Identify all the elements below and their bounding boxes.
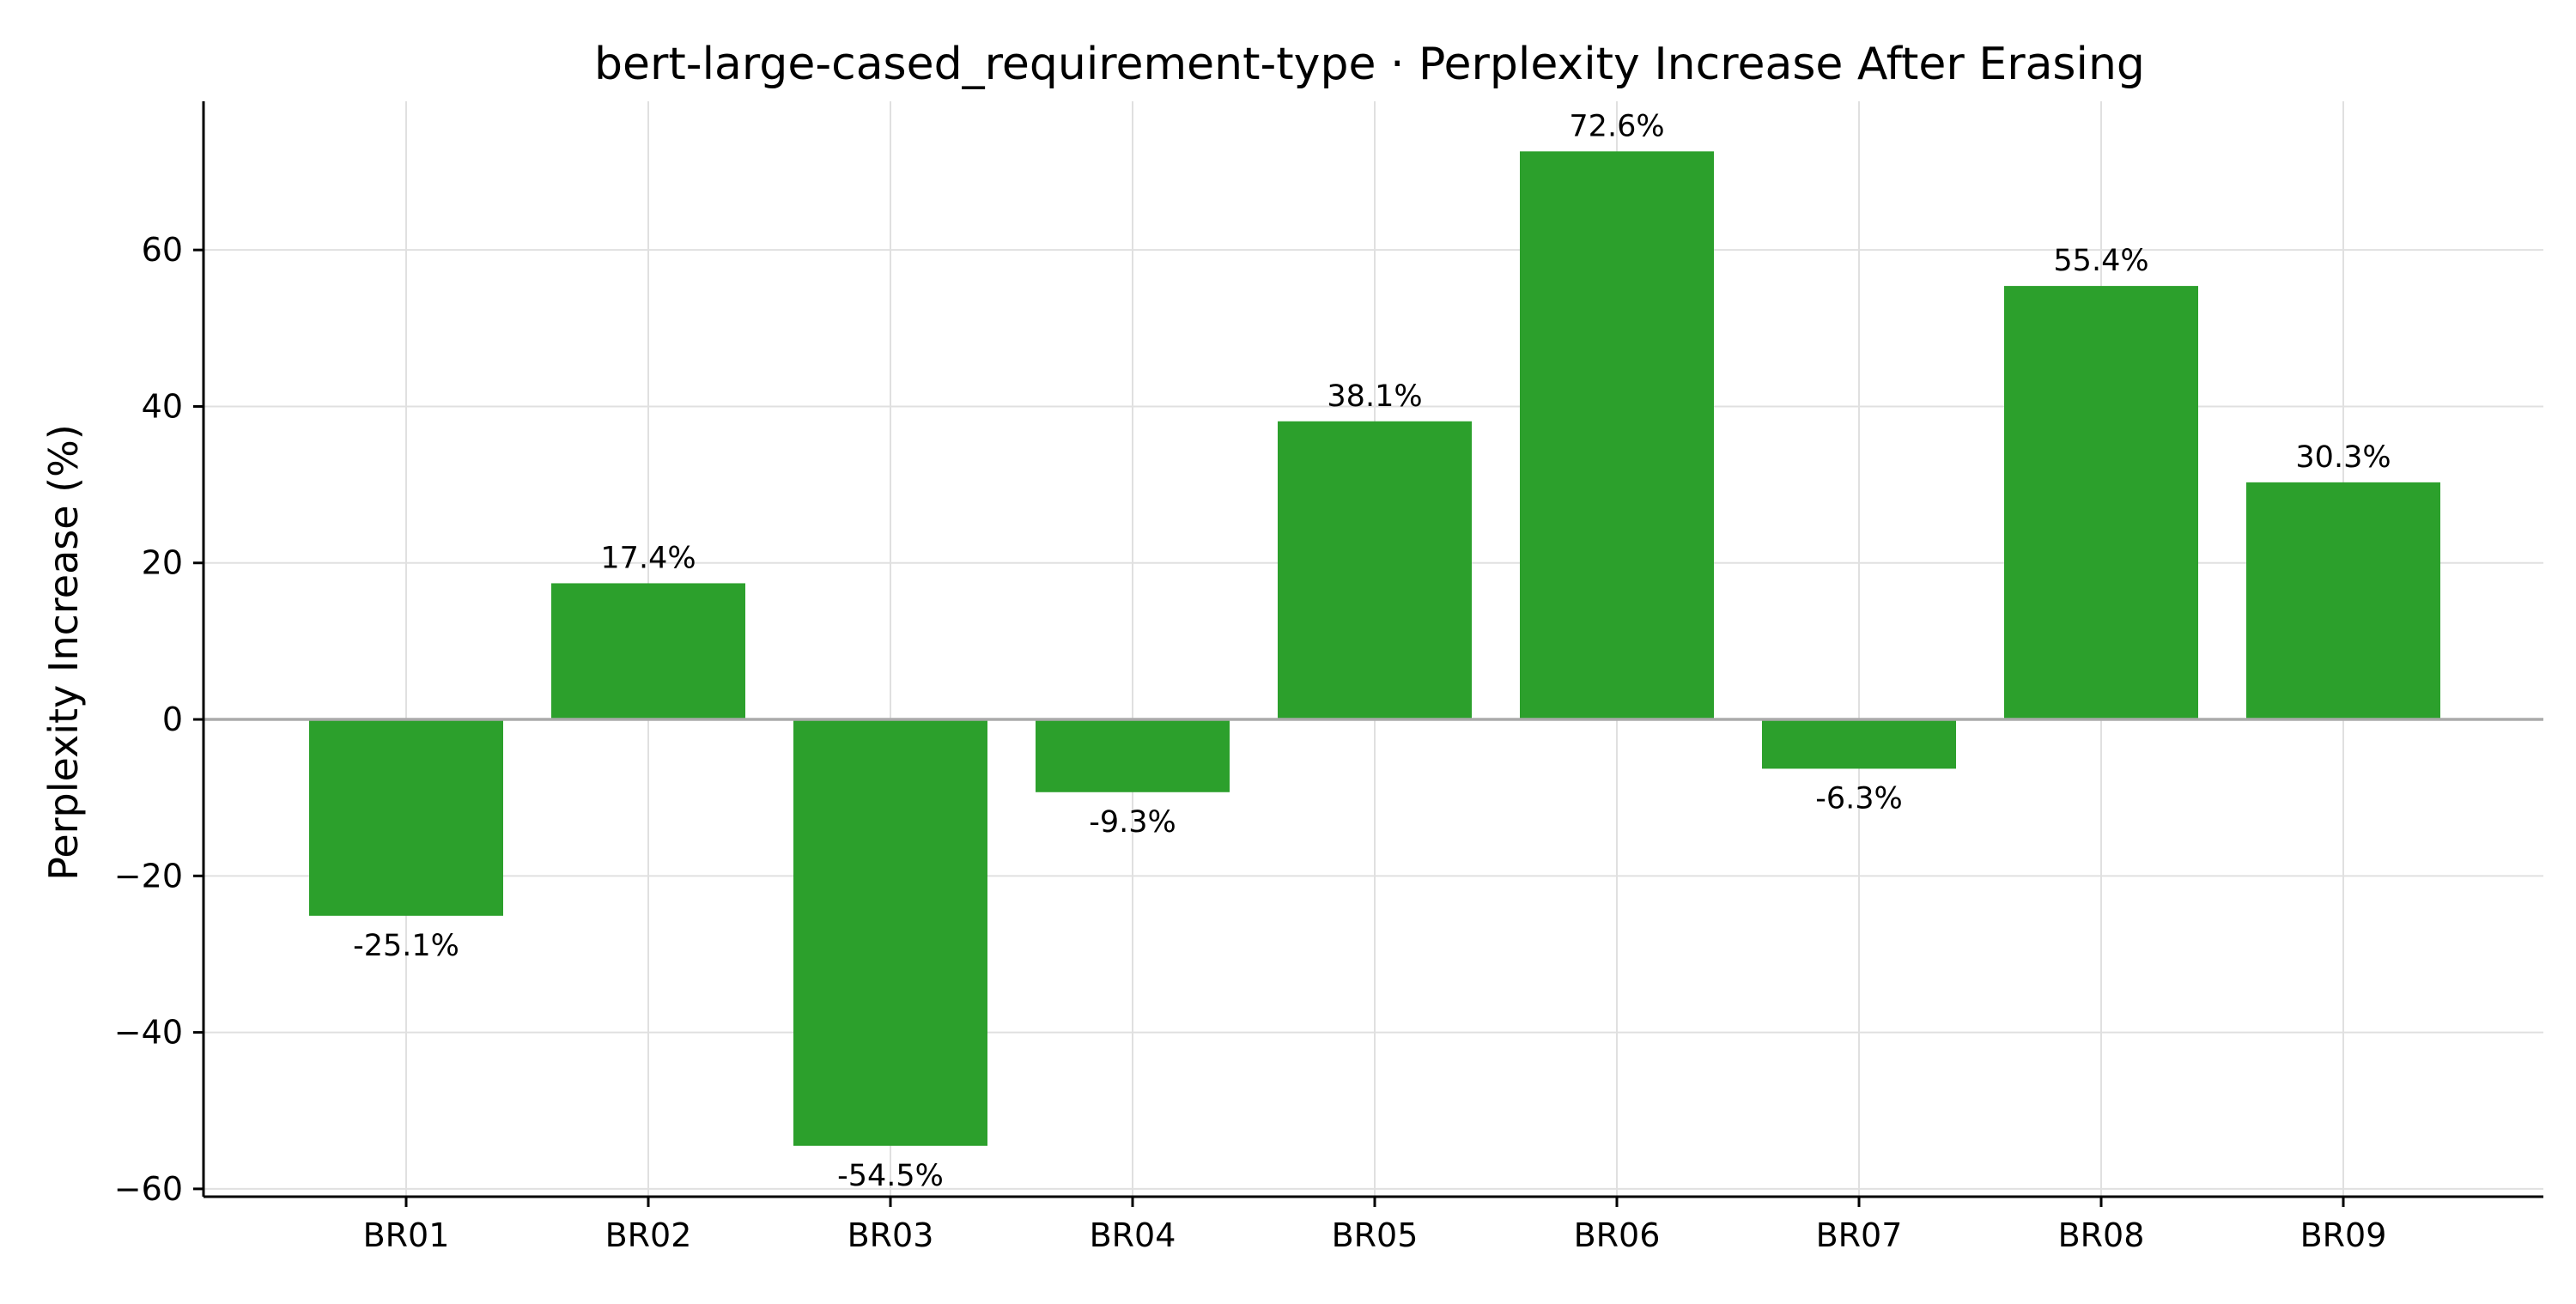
axes-layer [193, 101, 2543, 1207]
bar-value-label: -25.1% [353, 929, 459, 963]
bar-value-label: 30.3% [2295, 440, 2391, 475]
y-tick-label: 60 [142, 231, 183, 269]
x-tick-label: BR01 [363, 1216, 450, 1254]
y-axis-label: Perplexity Increase (%) [40, 424, 87, 881]
bar [1762, 719, 1956, 769]
bar [1520, 151, 1714, 720]
x-tick-label: BR05 [1332, 1216, 1419, 1254]
x-tick-label: BR09 [2300, 1216, 2387, 1254]
bar [2246, 482, 2440, 720]
bar-value-label: -54.5% [837, 1159, 944, 1193]
x-tick-label: BR03 [848, 1216, 934, 1254]
x-tick-label: BR07 [1816, 1216, 1903, 1254]
bar-value-label: 72.6% [1569, 109, 1664, 143]
bar-value-label: 38.1% [1327, 379, 1422, 414]
x-tick-label: BR02 [605, 1216, 692, 1254]
y-tick-label: 0 [162, 701, 183, 738]
y-tick-label: −60 [114, 1170, 183, 1208]
bar [309, 719, 503, 916]
chart-title: bert-large-cased_requirement-type · Perp… [594, 39, 2145, 90]
bar [1036, 719, 1230, 792]
bars-layer [309, 151, 2440, 1146]
y-tick-label: −20 [114, 857, 183, 895]
bar-value-label: 17.4% [600, 541, 696, 575]
x-tick-label: BR06 [1574, 1216, 1661, 1254]
bar [551, 583, 745, 720]
y-tick-label: 20 [142, 544, 183, 582]
bar-value-label: -9.3% [1089, 805, 1176, 840]
y-tick-label: 40 [142, 387, 183, 425]
x-tick-label: BR08 [2058, 1216, 2145, 1254]
y-tick-label: −40 [114, 1014, 183, 1052]
bar-value-label: 55.4% [2053, 244, 2148, 278]
bar-value-label: -6.3% [1815, 781, 1903, 816]
bar [793, 719, 987, 1146]
x-tick-label: BR04 [1090, 1216, 1176, 1254]
bar [2004, 286, 2198, 720]
labels-layer: −60 −40 −20 0 20 40 60 BR01 BR02 BR03 BR04 BR05 BR06… [114, 109, 2391, 1254]
bar [1278, 421, 1472, 720]
